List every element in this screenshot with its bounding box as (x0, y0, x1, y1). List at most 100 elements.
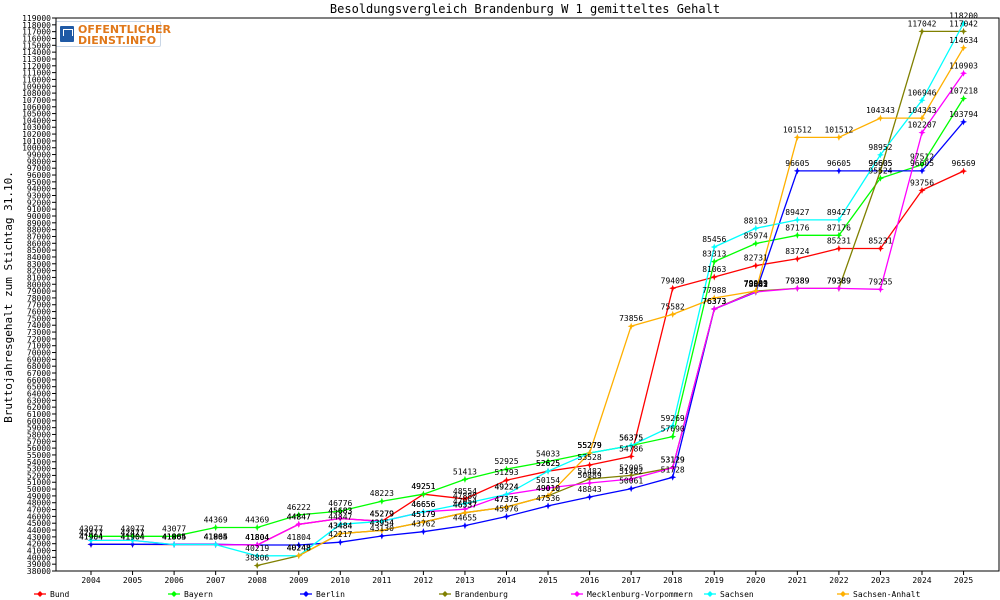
data-point (752, 224, 760, 232)
x-tick-label: 2004 (81, 576, 100, 585)
data-label: 44847 (287, 512, 311, 521)
series-sachsen (87, 19, 968, 560)
data-label: 52625 (536, 459, 560, 468)
data-label: 51728 (661, 465, 685, 474)
x-tick-label: 2014 (497, 576, 516, 585)
data-point (586, 493, 594, 501)
series-line-sachsen (91, 23, 965, 557)
data-point (960, 19, 968, 27)
data-label: 89427 (785, 208, 809, 217)
data-point (876, 174, 884, 182)
legend-label: Brandenburg (455, 590, 508, 599)
y-tick-label: 41000 (27, 547, 51, 556)
legend: Bund Bayern Berlin Brandenburg Mecklenburg-V… (34, 590, 921, 599)
data-point (544, 467, 552, 475)
data-point (627, 322, 635, 330)
data-point (378, 526, 386, 534)
legend-item-berlin: Berlin (300, 590, 345, 599)
data-point (87, 532, 95, 540)
series-line-berlin (91, 121, 964, 546)
data-label: 85456 (702, 235, 726, 244)
y-tick-label: 50000 (27, 485, 51, 494)
y-tick-label: 43000 (27, 533, 51, 542)
data-label: 79009 (744, 279, 768, 288)
data-label: 79409 (661, 276, 685, 285)
data-label: 41804 (287, 533, 311, 542)
data-label: 96605 (785, 159, 809, 168)
data-point (835, 216, 843, 224)
y-tick-label: 90000 (27, 212, 51, 221)
y-tick-label: 108000 (22, 89, 51, 98)
data-label: 46222 (287, 503, 311, 512)
legend-label: Bund (50, 590, 69, 599)
data-label: 44655 (453, 514, 477, 523)
data-label: 85231 (868, 237, 892, 246)
data-label: 46776 (328, 499, 352, 508)
data-label: 55279 (578, 441, 602, 450)
legend-swatch-marker (840, 591, 846, 597)
data-label: 50061 (619, 477, 643, 486)
x-tick-label: 2024 (912, 576, 931, 585)
data-label: 48554 (453, 487, 477, 496)
data-point (129, 536, 137, 544)
data-point (710, 294, 718, 302)
data-point (295, 511, 303, 519)
data-point (212, 524, 220, 532)
plot-border (55, 17, 1000, 572)
y-tick-label: 44000 (27, 526, 51, 535)
y-tick-label: 112000 (22, 62, 51, 71)
data-label: 59269 (661, 414, 685, 423)
y-tick-label: 89000 (27, 219, 51, 228)
data-point (336, 538, 344, 546)
logo: OFFENTLICHER DIENST.INFO (55, 21, 171, 47)
legend-item-sachsen: Sachsen (704, 590, 754, 599)
data-label: 47375 (494, 495, 518, 504)
data-point (503, 476, 510, 484)
data-label: 43077 (121, 524, 145, 533)
y-tick-label: 71000 (27, 342, 51, 351)
data-point (586, 479, 594, 487)
data-point (461, 500, 469, 508)
legend-swatch-marker (171, 591, 177, 597)
y-tick-label: 63000 (27, 396, 51, 405)
data-point (627, 471, 635, 479)
data-point (669, 284, 677, 292)
data-point (752, 239, 760, 247)
data-label: 44847 (328, 512, 352, 521)
data-label: 41904 (121, 532, 145, 541)
logo-mark-icon (60, 26, 74, 42)
y-tick-label: 102000 (22, 130, 51, 139)
data-label: 98952 (868, 143, 892, 152)
data-label: 45683 (328, 507, 352, 516)
y-tick-label: 101000 (22, 137, 51, 146)
y-tick-label: 115000 (22, 41, 51, 50)
x-tick-label: 2016 (580, 576, 599, 585)
data-point (918, 186, 926, 194)
data-label: 48843 (578, 485, 602, 494)
data-label: 45683 (328, 507, 352, 516)
y-tick-label: 77000 (27, 301, 51, 310)
data-label: 96605 (910, 159, 934, 168)
data-label: 49251 (411, 482, 435, 491)
data-label: 40248 (287, 544, 311, 553)
data-label: 114634 (949, 36, 978, 45)
data-label: 48223 (370, 489, 394, 498)
y-tick-label: 51000 (27, 478, 51, 487)
data-label: 54033 (536, 450, 560, 459)
data-label: 42217 (328, 530, 352, 539)
y-tick-label: 59000 (27, 424, 51, 433)
data-point (835, 167, 843, 175)
data-label: 117042 (949, 19, 978, 28)
series-line-bayern (91, 98, 965, 537)
y-tick-label: 82000 (27, 267, 51, 276)
data-point (960, 94, 968, 102)
data-point (170, 541, 178, 549)
legend-swatch-marker (37, 591, 43, 597)
x-tick-label: 2019 (705, 576, 724, 585)
data-point (87, 536, 95, 544)
data-point (503, 503, 510, 511)
y-tick-label: 118000 (22, 21, 51, 30)
y-tick-label: 75000 (27, 314, 51, 323)
data-label: 79389 (785, 276, 809, 285)
data-label: 55279 (578, 441, 602, 450)
